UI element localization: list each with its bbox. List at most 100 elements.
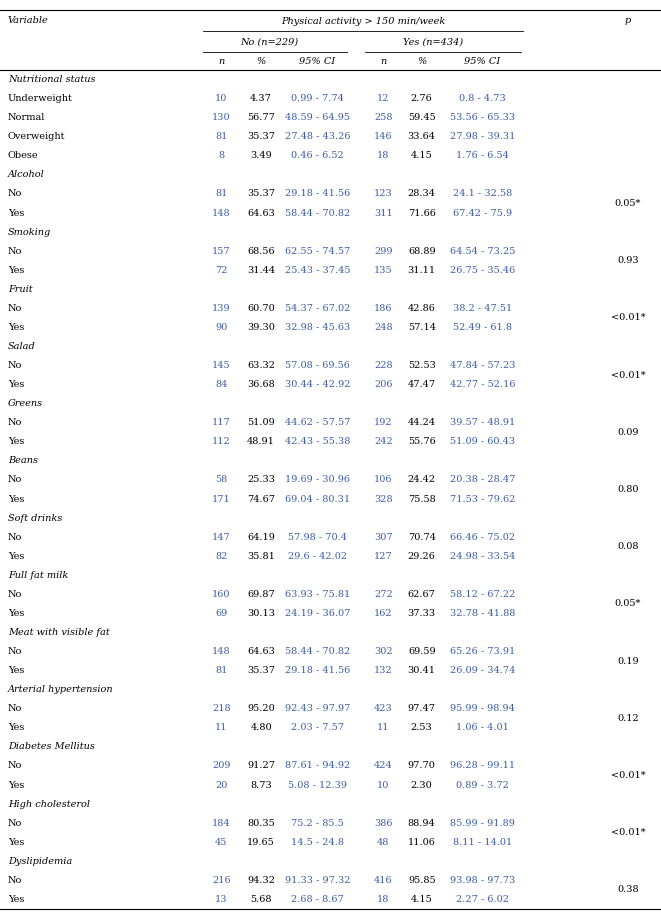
Text: 91.27: 91.27 — [247, 762, 275, 770]
Text: 18: 18 — [377, 152, 389, 160]
Text: 69.59: 69.59 — [408, 647, 436, 656]
Text: 45: 45 — [215, 838, 227, 846]
Text: 39.57 - 48.91: 39.57 - 48.91 — [450, 418, 515, 427]
Text: 0.89 - 3.72: 0.89 - 3.72 — [456, 780, 509, 789]
Text: 424: 424 — [374, 762, 393, 770]
Text: 42.77 - 52.16: 42.77 - 52.16 — [449, 380, 516, 389]
Text: No: No — [8, 418, 22, 427]
Text: No: No — [8, 590, 22, 599]
Text: 57.14: 57.14 — [408, 323, 436, 332]
Text: 0.09: 0.09 — [617, 428, 639, 437]
Text: 5.08 - 12.39: 5.08 - 12.39 — [288, 780, 347, 789]
Text: 93.98 - 97.73: 93.98 - 97.73 — [450, 876, 515, 885]
Text: 11: 11 — [377, 723, 389, 732]
Text: 0.05*: 0.05* — [615, 599, 641, 608]
Text: 0.19: 0.19 — [617, 656, 639, 665]
Text: 71.53 - 79.62: 71.53 - 79.62 — [450, 494, 515, 504]
Text: Yes: Yes — [8, 266, 24, 275]
Text: 148: 148 — [212, 209, 231, 218]
Text: No: No — [8, 762, 22, 770]
Text: 94.32: 94.32 — [247, 876, 275, 885]
Text: 160: 160 — [212, 590, 231, 599]
Text: 87.61 - 94.92: 87.61 - 94.92 — [285, 762, 350, 770]
Text: Diabetes Mellitus: Diabetes Mellitus — [8, 743, 95, 752]
Text: 52.49 - 61.8: 52.49 - 61.8 — [453, 323, 512, 332]
Text: 72: 72 — [215, 266, 227, 275]
Text: 51.09 - 60.43: 51.09 - 60.43 — [450, 437, 515, 447]
Text: 4.15: 4.15 — [411, 895, 432, 904]
Text: 48.91: 48.91 — [247, 437, 275, 447]
Text: 8.73: 8.73 — [251, 780, 272, 789]
Text: 20.38 - 28.47: 20.38 - 28.47 — [450, 475, 515, 484]
Text: 36.68: 36.68 — [247, 380, 275, 389]
Text: 0.05*: 0.05* — [615, 199, 641, 208]
Text: Fruit: Fruit — [8, 285, 32, 294]
Text: Yes: Yes — [8, 780, 24, 789]
Text: 44.62 - 57.57: 44.62 - 57.57 — [285, 418, 350, 427]
Text: 82: 82 — [215, 551, 227, 561]
Text: 123: 123 — [374, 189, 393, 199]
Text: 39.30: 39.30 — [247, 323, 275, 332]
Text: 20: 20 — [215, 780, 227, 789]
Text: 62.67: 62.67 — [408, 590, 436, 599]
Text: 248: 248 — [374, 323, 393, 332]
Text: 4.15: 4.15 — [411, 152, 432, 160]
Text: 64.54 - 73.25: 64.54 - 73.25 — [450, 246, 515, 255]
Text: 228: 228 — [374, 361, 393, 370]
Text: 44.24: 44.24 — [408, 418, 436, 427]
Text: 30.13: 30.13 — [247, 609, 275, 618]
Text: 386: 386 — [374, 819, 393, 828]
Text: 58.44 - 70.82: 58.44 - 70.82 — [285, 209, 350, 218]
Text: 311: 311 — [374, 209, 393, 218]
Text: 64.63: 64.63 — [247, 209, 275, 218]
Text: 14.5 - 24.8: 14.5 - 24.8 — [291, 838, 344, 846]
Text: 4.80: 4.80 — [251, 723, 272, 732]
Text: 47.84 - 57.23: 47.84 - 57.23 — [449, 361, 516, 370]
Text: 53.56 - 65.33: 53.56 - 65.33 — [450, 113, 515, 122]
Text: 19.69 - 30.96: 19.69 - 30.96 — [285, 475, 350, 484]
Text: 51.09: 51.09 — [247, 418, 275, 427]
Text: Dyslipidemia: Dyslipidemia — [8, 857, 72, 866]
Text: 57.08 - 69.56: 57.08 - 69.56 — [285, 361, 350, 370]
Text: Yes: Yes — [8, 723, 24, 732]
Text: 80.35: 80.35 — [247, 819, 275, 828]
Text: Yes: Yes — [8, 380, 24, 389]
Text: 0.99 - 7.74: 0.99 - 7.74 — [291, 94, 344, 103]
Text: Beans: Beans — [8, 457, 38, 465]
Text: 55.76: 55.76 — [408, 437, 436, 447]
Text: 1.76 - 6.54: 1.76 - 6.54 — [456, 152, 509, 160]
Text: 130: 130 — [212, 113, 231, 122]
Text: 242: 242 — [374, 437, 393, 447]
Text: Smoking: Smoking — [8, 228, 52, 236]
Text: 206: 206 — [374, 380, 393, 389]
Text: Yes: Yes — [8, 609, 24, 618]
Text: 70.74: 70.74 — [408, 533, 436, 541]
Text: 2.76: 2.76 — [411, 94, 432, 103]
Text: 97.47: 97.47 — [408, 704, 436, 713]
Text: 127: 127 — [374, 551, 393, 561]
Text: No (n=229): No (n=229) — [241, 38, 298, 47]
Text: n: n — [218, 56, 225, 65]
Text: 19.65: 19.65 — [247, 838, 275, 846]
Text: No: No — [8, 361, 22, 370]
Text: 112: 112 — [212, 437, 231, 447]
Text: 162: 162 — [374, 609, 393, 618]
Text: No: No — [8, 304, 22, 312]
Text: <0.01*: <0.01* — [611, 313, 645, 323]
Text: 0.46 - 6.52: 0.46 - 6.52 — [291, 152, 344, 160]
Text: 0.93: 0.93 — [617, 256, 639, 266]
Text: 139: 139 — [212, 304, 231, 312]
Text: 31.44: 31.44 — [247, 266, 275, 275]
Text: 157: 157 — [212, 246, 231, 255]
Text: 54.37 - 67.02: 54.37 - 67.02 — [285, 304, 350, 312]
Text: Normal: Normal — [8, 113, 46, 122]
Text: Yes: Yes — [8, 666, 24, 675]
Text: 63.32: 63.32 — [247, 361, 275, 370]
Text: 35.37: 35.37 — [247, 189, 275, 199]
Text: Overweight: Overweight — [8, 132, 65, 142]
Text: 0.8 - 4.73: 0.8 - 4.73 — [459, 94, 506, 103]
Text: No: No — [8, 533, 22, 541]
Text: Obese: Obese — [8, 152, 38, 160]
Text: 42.86: 42.86 — [408, 304, 436, 312]
Text: 97.70: 97.70 — [408, 762, 436, 770]
